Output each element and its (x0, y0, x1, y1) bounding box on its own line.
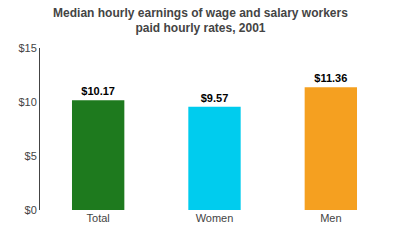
svg-text:Women: Women (196, 212, 234, 224)
svg-text:Men: Men (320, 212, 341, 224)
svg-text:$10.17: $10.17 (81, 85, 115, 97)
svg-text:$0: $0 (25, 204, 37, 216)
svg-text:$9.57: $9.57 (201, 92, 229, 104)
svg-text:$15: $15 (18, 42, 36, 54)
svg-text:$10: $10 (18, 96, 36, 108)
svg-text:Total: Total (87, 212, 110, 224)
svg-text:$5: $5 (25, 150, 37, 162)
svg-text:Median hourly earnings of wage: Median hourly earnings of wage and salar… (53, 6, 348, 36)
svg-text:$11.36: $11.36 (314, 72, 347, 84)
